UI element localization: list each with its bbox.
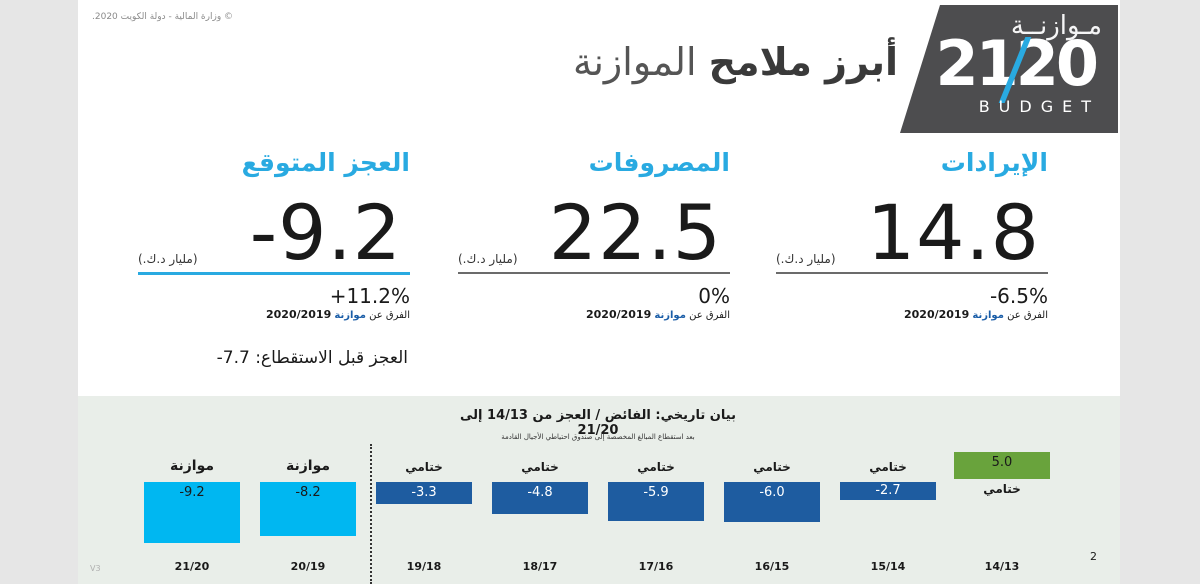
bar-tag: ختامي (405, 460, 443, 474)
bar-tag: ختامي (869, 460, 907, 474)
metric-title: الإيرادات (940, 148, 1048, 177)
compare-highlight: موازنة (654, 310, 686, 321)
actual-budget-divider (370, 444, 372, 584)
metric-change: 0% (698, 284, 730, 308)
bar-tag: ختامي (753, 460, 791, 474)
compare-prefix: الفرق عن (689, 310, 730, 321)
bar-value: -4.8 (527, 485, 553, 500)
budget-logo: مـوازنــة 2120 BUDGET (900, 5, 1118, 133)
metric-divider (776, 272, 1048, 274)
copyright-text: © وزارة المالية - دولة الكويت 2020. (92, 12, 234, 22)
year-label: 14/13 (984, 560, 1020, 573)
bar-tag: موازنة (169, 458, 215, 474)
page-title-bold: أبرز ملامح (708, 40, 898, 84)
compare-year: 2020/2019 (265, 308, 332, 321)
metric-compare: الفرق عن موازنة 2020/2019 (904, 308, 1048, 321)
bar-tag: ختامي (521, 460, 559, 474)
history-title: بيان تاريخي: الفائض / العجز من 14/13 إلى… (460, 408, 736, 438)
bar-16-15: -6.0 (724, 482, 820, 522)
year-label: 17/16 (638, 560, 674, 573)
metric-value: -9.2 (249, 188, 402, 277)
slide: © وزارة المالية - دولة الكويت 2020. مـوا… (78, 0, 1120, 584)
compare-prefix: الفرق عن (1007, 310, 1048, 321)
bar-value: -9.2 (179, 485, 205, 500)
page-title: أبرز ملامح الموازنة (518, 40, 898, 84)
metric-compare: الفرق عن موازنة 2020/2019 (266, 308, 410, 321)
metric-unit: (مليار د.ك.) (138, 252, 198, 266)
year-label: 20/19 (290, 560, 326, 573)
compare-year: 2020/2019 (585, 308, 652, 321)
metric-title: المصروفات (588, 148, 730, 177)
year-label: 15/14 (870, 560, 906, 573)
bar-value: -5.9 (643, 485, 669, 500)
bar-19-18: -3.3 (376, 482, 472, 504)
metric-change: +11.2% (329, 284, 410, 308)
bar-value: -3.3 (411, 485, 437, 500)
bar-20-19: -8.2 (260, 482, 356, 536)
bar-21-20: -9.2 (144, 482, 240, 543)
metric-change: -6.5% (989, 284, 1048, 308)
version-label: V3 (90, 564, 101, 573)
page-number: 2 (1090, 550, 1097, 563)
metric-value: 14.8 (866, 188, 1040, 277)
bar-value: -2.7 (875, 483, 901, 498)
bar-value: -8.2 (295, 485, 321, 500)
metric-title: العجز المتوقع (241, 148, 410, 177)
metric-value: 22.5 (548, 188, 722, 277)
year-label: 16/15 (754, 560, 790, 573)
metric-compare: الفرق عن موازنة 2020/2019 (586, 308, 730, 321)
logo-arabic-text: مـوازنــة (1010, 11, 1102, 41)
bar-15-14: -2.7 (840, 482, 936, 500)
year-label: 19/18 (406, 560, 442, 573)
bar-17-16: -5.9 (608, 482, 704, 521)
bar-tag: ختامي (637, 460, 675, 474)
history-note: بعد استقطاع المبالغ المخصصة إلى صندوق اح… (501, 433, 695, 441)
metric-divider (458, 272, 730, 274)
metric-divider (138, 272, 410, 275)
compare-highlight: موازنة (334, 310, 366, 321)
logo-english-text: BUDGET (978, 97, 1100, 116)
year-label: 18/17 (522, 560, 558, 573)
history-panel: بيان تاريخي: الفائض / العجز من 14/13 إلى… (78, 396, 1120, 584)
year-label: 21/20 (174, 560, 210, 573)
compare-year: 2020/2019 (903, 308, 970, 321)
bar-value: -6.0 (759, 485, 785, 500)
metric-unit: (مليار د.ك.) (458, 252, 518, 266)
compare-prefix: الفرق عن (369, 310, 410, 321)
bar-tag: ختامي (983, 482, 1021, 496)
compare-highlight: موازنة (972, 310, 1004, 321)
bar-value: 5.0 (991, 455, 1013, 470)
bar-14-13: 5.0 (954, 452, 1050, 479)
bar-18-17: -4.8 (492, 482, 588, 514)
deficit-before-deduction: العجز قبل الاستقطاع: 7.7- (216, 348, 408, 368)
bar-tag: موازنة (285, 458, 331, 474)
metric-unit: (مليار د.ك.) (776, 252, 836, 266)
page-title-light: الموازنة (572, 40, 697, 84)
